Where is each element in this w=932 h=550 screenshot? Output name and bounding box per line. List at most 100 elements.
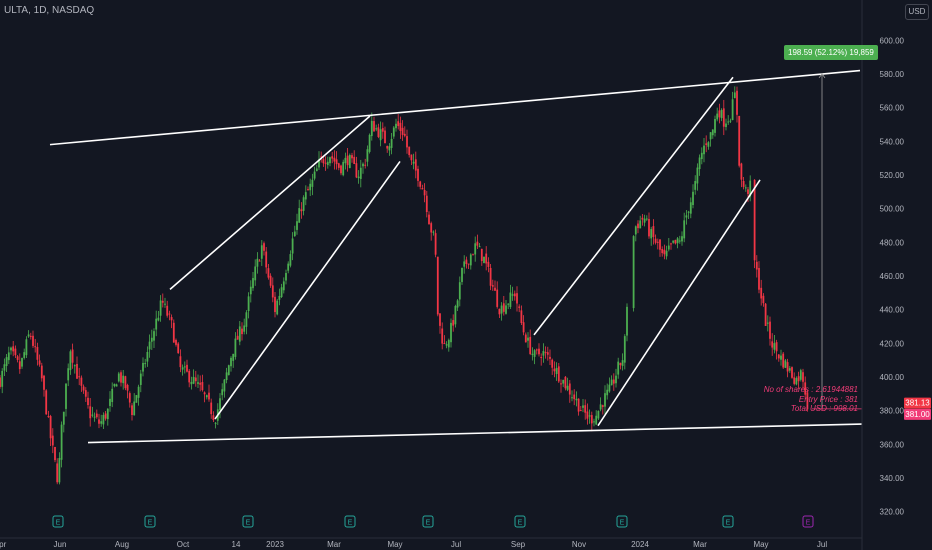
candle-body (788, 368, 791, 371)
total-text: Total USD : 998.01 (790, 404, 858, 413)
candle-body (412, 161, 415, 164)
candle-body (304, 192, 307, 200)
candle-body (38, 360, 41, 365)
candle-body (705, 143, 708, 145)
candle-body (659, 239, 661, 250)
candle-body (610, 379, 613, 386)
candle-body (615, 375, 617, 384)
candle-body (245, 312, 248, 327)
price-tick-label: 500.00 (880, 205, 905, 214)
candle-body (208, 392, 210, 400)
candle-body (260, 245, 263, 259)
candle-body (78, 376, 81, 378)
candle-body (489, 267, 492, 286)
candle-body (694, 181, 697, 190)
candle-body (747, 189, 749, 194)
candle-body (758, 268, 760, 290)
candle-body (793, 377, 796, 384)
candle-body (430, 223, 433, 233)
candle-body (388, 146, 391, 151)
candle-body (434, 233, 437, 255)
currency-button[interactable]: USD (905, 4, 929, 20)
candle-body (544, 352, 547, 354)
candle-body (274, 296, 276, 313)
candle-body (645, 218, 648, 220)
candle-body (203, 392, 206, 395)
candle-body (370, 120, 373, 137)
candle-body (45, 390, 48, 415)
candle-body (608, 384, 611, 392)
price-axis-bg (862, 0, 932, 550)
candle-body (716, 113, 719, 120)
candle-body (355, 163, 358, 178)
candle-body (450, 322, 452, 343)
candle-body (287, 263, 290, 271)
candle-body (36, 347, 39, 360)
price-tag-label: 381.13 (905, 399, 930, 408)
candle-body (76, 363, 78, 379)
candle-body (670, 243, 672, 245)
candle-body (399, 122, 402, 131)
candle-body (780, 355, 782, 360)
candle-body (164, 303, 166, 305)
price-tick-label: 340.00 (880, 474, 905, 483)
earnings-icon (52, 515, 64, 528)
candle-body (597, 410, 600, 419)
candle-body (502, 303, 505, 312)
candle-body (232, 353, 235, 361)
candle-body (643, 218, 646, 223)
candle-body (439, 313, 441, 326)
candle-body (582, 405, 584, 408)
candle-body (146, 351, 149, 362)
candle-body (65, 383, 67, 409)
price-tag-label: 381.00 (905, 410, 930, 419)
candle-body (518, 306, 521, 308)
candle-body (296, 221, 298, 230)
candle-body (771, 341, 774, 348)
candle-body (395, 123, 397, 129)
candle-body (175, 339, 177, 345)
candle-body (381, 128, 384, 132)
candle-body (315, 168, 318, 172)
candle-body (766, 322, 769, 324)
candle-body (522, 322, 525, 333)
candle-body (557, 366, 560, 382)
candle-body (542, 350, 545, 356)
candle-body (392, 127, 395, 137)
candle-body (524, 334, 527, 343)
candle-body (474, 243, 477, 255)
trendline (214, 160, 401, 420)
candle-body (623, 336, 626, 363)
candle-body (447, 339, 450, 348)
trendline (169, 115, 371, 290)
time-tick-label: May (387, 540, 402, 549)
candle-body (632, 236, 635, 309)
candle-body (533, 350, 536, 357)
candle-body (300, 209, 303, 212)
candle-body (461, 267, 463, 282)
candle-body (166, 305, 169, 316)
price-tick-label: 580.00 (880, 70, 905, 79)
candle-body (469, 254, 472, 266)
candle-body (654, 238, 657, 243)
price-tag (904, 408, 931, 420)
time-tick-label: Mar (327, 540, 341, 549)
candle-body (333, 157, 336, 162)
candle-body (494, 287, 496, 291)
price-tick-label: 420.00 (880, 339, 905, 348)
earnings-icon (722, 515, 734, 528)
candle-body (100, 421, 103, 424)
candle-body (593, 421, 595, 423)
trendlines (49, 69, 904, 444)
candle-body (117, 373, 120, 382)
candle-body (362, 163, 364, 167)
candle-body (302, 197, 305, 211)
candle-body (227, 365, 230, 375)
candle-body (56, 463, 59, 483)
candle-body (214, 422, 217, 424)
price-tick-label: 320.00 (880, 508, 905, 517)
candle-body (619, 362, 622, 366)
candle-body (113, 383, 116, 387)
candle-body (425, 195, 428, 213)
